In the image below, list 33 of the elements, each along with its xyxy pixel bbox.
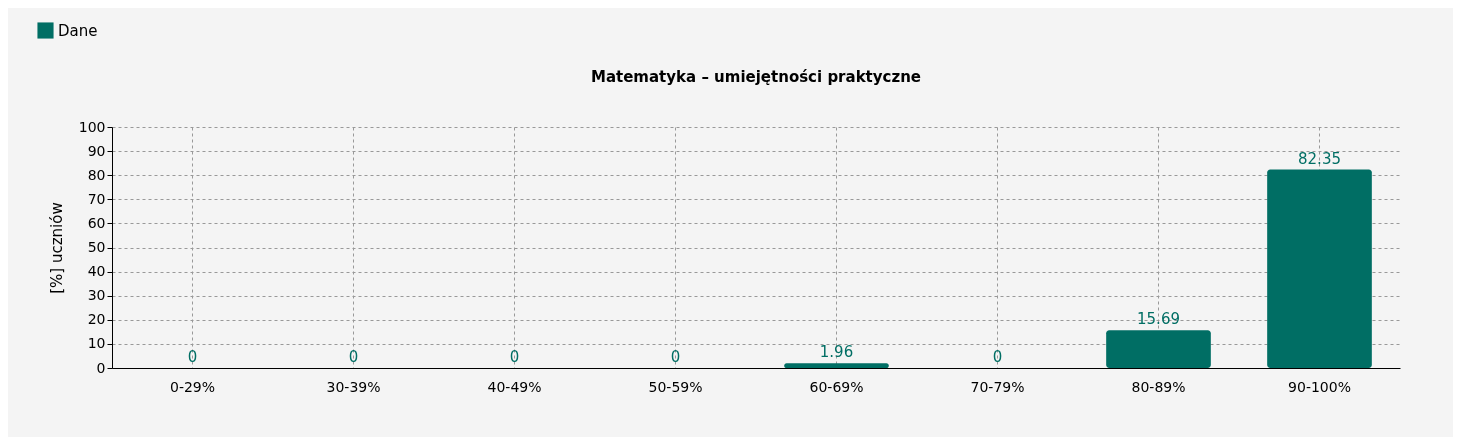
y-tick-label: 50 (87, 239, 106, 255)
bar (1106, 330, 1211, 368)
data-label: 1.96 (819, 343, 854, 362)
x-tick-label: 60-69% (809, 378, 864, 395)
data-label: 0 (509, 348, 520, 366)
x-tick-label: 80-89% (1131, 378, 1186, 395)
y-axis-title: [%] uczniów (47, 202, 66, 294)
x-tick-label: 0-29% (169, 378, 216, 395)
x-tick-label: 70-79% (970, 378, 1025, 395)
data-label: 0 (992, 348, 1003, 366)
y-tick-label: 80 (87, 166, 106, 183)
y-tick-label: 90 (87, 142, 106, 159)
y-tick-label: 70 (87, 190, 106, 207)
x-tick-label: 40-49% (487, 378, 542, 395)
chart-title: Matematyka – umiejętności praktyczne (590, 68, 922, 86)
data-label: 0 (670, 348, 681, 366)
x-tick-label: 30-39% (326, 378, 381, 395)
x-tick-label: 90-100% (1288, 378, 1351, 395)
legend-label: Dane (58, 21, 98, 40)
y-tick-label: 0 (96, 359, 106, 376)
y-tick-label: 40 (87, 263, 106, 280)
y-tick-label: 30 (87, 287, 106, 304)
bar (1267, 169, 1372, 368)
x-tick-label: 50-59% (648, 378, 703, 395)
y-tick-label: 10 (87, 335, 106, 352)
data-label: 0 (348, 348, 359, 366)
bar (784, 363, 889, 368)
y-tick-label: 60 (87, 214, 106, 231)
y-tick-label: 100 (78, 118, 106, 135)
data-label: 15.69 (1137, 310, 1180, 329)
data-label: 0 (187, 348, 198, 366)
y-tick-label: 20 (87, 311, 106, 328)
data-label: 82.35 (1298, 149, 1341, 168)
